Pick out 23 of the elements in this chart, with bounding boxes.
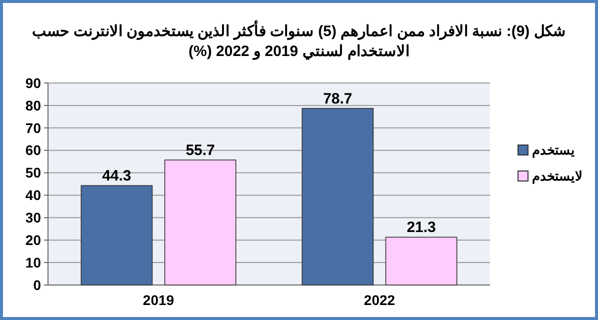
data-label: 78.7: [323, 90, 352, 108]
x-tick-label: 2022: [364, 292, 396, 308]
data-label: 44.3: [102, 168, 132, 185]
y-tick-label: 50: [25, 164, 42, 181]
y-tick-label: 60: [25, 142, 42, 158]
y-tick-label: 10: [25, 254, 42, 270]
y-tick-label: 80: [25, 97, 42, 114]
legend-label: لايستخدم: [532, 168, 582, 185]
data-label: 21.3: [406, 219, 436, 236]
bar: [80, 185, 153, 286]
y-tick-label: 20: [25, 232, 42, 248]
y-tick-label: 40: [25, 187, 42, 204]
data-label: 55.7: [186, 142, 215, 159]
bar: [385, 236, 458, 286]
bar: [164, 160, 236, 286]
legend-label: يستخدم: [532, 142, 575, 159]
x-tick-label: 2019: [142, 292, 174, 308]
y-tick-label: 30: [25, 210, 42, 226]
y-tick-label: 90: [25, 74, 42, 91]
chart-title: شكل (9): نسبة الافراد ممن اعمارهم (5) سنوات فأكثر الذين يستخدمون الانترنت حسب الاستخدام لسنتي 2019 و 2022 (%): [31, 22, 567, 62]
bar: [302, 108, 374, 286]
y-tick-label: 0: [33, 276, 42, 293]
y-tick-label: 70: [25, 120, 42, 136]
